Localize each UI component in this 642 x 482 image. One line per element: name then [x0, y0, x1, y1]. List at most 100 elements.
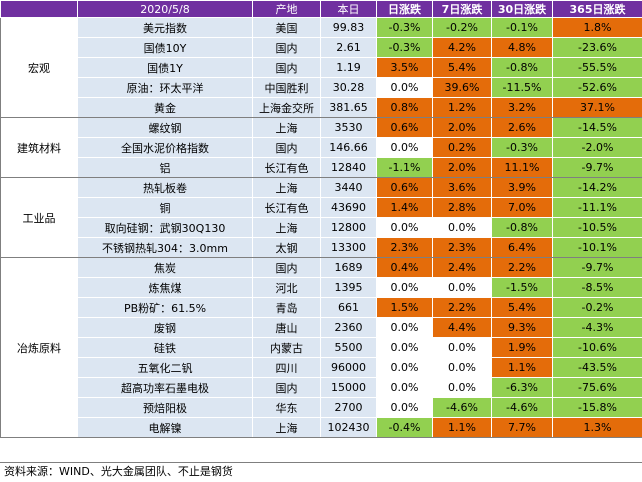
change-365d: -55.5% [552, 57, 642, 78]
item-price: 381.65 [320, 97, 377, 118]
table-row: 冶炼原料 焦炭 国内 1689 0.4% 2.4% 2.2% -9.7% [0, 257, 642, 438]
table-row: 全国水泥价格指数 国内 146.66 0.0% 0.2% -0.3% -2.0% [1, 137, 642, 158]
item-price: 12800 [320, 217, 377, 238]
change-7d: 2.2% [432, 297, 492, 318]
change-7d: 0.0% [432, 377, 492, 398]
change-7d: 1.2% [432, 97, 492, 118]
change-30d: 7.0% [491, 197, 553, 218]
change-1d: -0.4% [376, 417, 433, 438]
header-d365: 365日涨跌 [552, 0, 642, 18]
change-7d: 5.4% [432, 57, 492, 78]
change-30d: 5.4% [491, 297, 553, 318]
change-365d: -75.6% [552, 377, 642, 398]
change-7d: 0.0% [432, 337, 492, 358]
change-30d: 7.7% [491, 417, 553, 438]
header-price: 本日 [320, 0, 377, 18]
header-d7: 7日涨跌 [432, 0, 492, 18]
change-30d: 1.9% [491, 337, 553, 358]
item-location: 上海 [252, 417, 321, 438]
item-location: 中国胜利 [252, 77, 321, 98]
item-location: 上海 [252, 217, 321, 238]
change-365d: -52.6% [552, 77, 642, 98]
table-row: PB粉矿：61.5% 青岛 661 1.5% 2.2% 5.4% -0.2% [1, 297, 642, 318]
change-365d: -2.0% [552, 137, 642, 158]
change-30d: -6.3% [491, 377, 553, 398]
change-1d: 0.0% [376, 357, 433, 378]
item-location: 国内 [252, 257, 321, 278]
item-price: 1689 [320, 257, 377, 278]
table-row: 硅铁 内蒙古 5500 0.0% 0.0% 1.9% -10.6% [1, 337, 642, 358]
item-price: 3440 [320, 177, 377, 198]
table-row: 国债10Y 国内 2.61 -0.3% 4.2% 4.8% -23.6% [1, 37, 642, 58]
change-7d: 0.0% [432, 357, 492, 378]
item-location: 太钢 [252, 237, 321, 258]
item-name: 黄金 [77, 97, 253, 118]
change-1d: 0.6% [376, 177, 433, 198]
change-1d: 0.0% [376, 137, 433, 158]
item-location: 国内 [252, 137, 321, 158]
item-location: 唐山 [252, 317, 321, 338]
change-30d: 2.6% [491, 117, 553, 138]
change-365d: -14.2% [552, 177, 642, 198]
change-365d: -23.6% [552, 37, 642, 58]
change-30d: 1.1% [491, 357, 553, 378]
change-1d: 0.0% [376, 317, 433, 338]
item-price: 15000 [320, 377, 377, 398]
item-name: 取向硅钢：武钢30Q130 [77, 217, 253, 238]
table-row: 黄金 上海金交所 381.65 0.8% 1.2% 3.2% 37.1% [1, 97, 642, 118]
change-1d: 1.4% [376, 197, 433, 218]
category-label: 建筑材料 [0, 117, 78, 178]
table-header-row: 2020/5/8 产地 本日 日涨跌 7日涨跌 30日涨跌 365日涨跌 [0, 0, 642, 18]
table-row: 电解镍 上海 102430 -0.4% 1.1% 7.7% 1.3% [1, 417, 642, 438]
item-location: 内蒙古 [252, 337, 321, 358]
change-1d: 3.5% [376, 57, 433, 78]
item-name: 原油：环太平洋 [77, 77, 253, 98]
item-name: 螺纹钢 [77, 117, 253, 138]
change-365d: -10.5% [552, 217, 642, 238]
change-365d: -10.1% [552, 237, 642, 258]
change-30d: 2.2% [491, 257, 553, 278]
change-365d: 37.1% [552, 97, 642, 118]
item-name: 超高功率石墨电极 [77, 377, 253, 398]
item-price: 1395 [320, 277, 377, 298]
change-30d: 4.8% [491, 37, 553, 58]
change-30d: -0.8% [491, 57, 553, 78]
item-name: 全国水泥价格指数 [77, 137, 253, 158]
table-row: 铜长江有色 43690 1.4% 2.8% 7.0% -11.1% [1, 197, 642, 218]
item-location: 美国 [252, 17, 321, 38]
change-7d: 4.2% [432, 37, 492, 58]
change-1d: 0.0% [376, 77, 433, 98]
table-row: 预焙阳极 华东 2700 0.0% -4.6% -4.6% -15.8% [1, 397, 642, 418]
table-row: 工业品 热轧板卷 上海 3440 0.6% 3.6% 3.9% -14.2% [0, 177, 642, 258]
item-price: 146.66 [320, 137, 377, 158]
change-1d: -0.3% [376, 17, 433, 38]
table-row: 超高功率石墨电极 国内 15000 0.0% 0.0% -6.3% -75.6% [1, 377, 642, 398]
item-price: 43690 [320, 197, 377, 218]
item-name: 电解镍 [77, 417, 253, 438]
header-d1: 日涨跌 [376, 0, 433, 18]
table-row: 宏观 美元指数 美国 99.83 -0.3% -0.2% -0.1% 1.8% [0, 17, 642, 118]
change-1d: -1.1% [376, 157, 433, 178]
item-location: 四川 [252, 357, 321, 378]
table-body: 宏观 美元指数 美国 99.83 -0.3% -0.2% -0.1% 1.8% 国债10Y 国内 2… [0, 17, 642, 438]
item-name: 炼焦煤 [77, 277, 253, 298]
header-d30: 30日涨跌 [491, 0, 553, 18]
change-365d: -11.1% [552, 197, 642, 218]
change-7d: -4.6% [432, 397, 492, 418]
header-location: 产地 [252, 0, 321, 18]
change-365d: -9.7% [552, 257, 642, 278]
change-365d: -4.3% [552, 317, 642, 338]
item-price: 96000 [320, 357, 377, 378]
change-30d: 11.1% [491, 157, 553, 178]
change-1d: 2.3% [376, 237, 433, 258]
table-row: 五氧化二钒 四川 96000 0.0% 0.0% 1.1% -43.5% [1, 357, 642, 378]
change-7d: 1.1% [432, 417, 492, 438]
item-location: 河北 [252, 277, 321, 298]
item-name: 五氧化二钒 [77, 357, 253, 378]
item-price: 13300 [320, 237, 377, 258]
item-location: 上海 [252, 117, 321, 138]
change-1d: 0.6% [376, 117, 433, 138]
item-name: 国债1Y [77, 57, 253, 78]
item-location: 国内 [252, 37, 321, 58]
change-1d: 0.4% [376, 257, 433, 278]
